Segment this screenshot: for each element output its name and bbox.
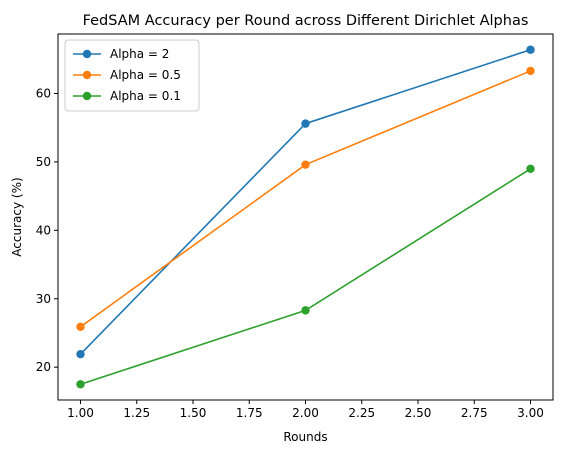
y-tick-label: 50: [36, 155, 51, 169]
series-line-3: [81, 169, 531, 384]
legend-label: Alpha = 2: [110, 47, 169, 61]
x-tick-label: 3.00: [517, 406, 544, 420]
y-tick-label: 60: [36, 87, 51, 101]
legend: Alpha = 2 Alpha = 0.5 Alpha = 0.1: [65, 40, 199, 111]
x-axis-label: Rounds: [283, 430, 327, 444]
legend-marker: [83, 92, 91, 100]
data-point: [526, 165, 534, 173]
legend-marker: [83, 50, 91, 58]
legend-marker: [83, 71, 91, 79]
data-point: [76, 350, 84, 358]
legend-label: Alpha = 0.5: [110, 68, 181, 82]
x-tick-label: 1.00: [67, 406, 94, 420]
x-tick-label: 1.50: [180, 406, 207, 420]
data-point: [301, 119, 309, 127]
data-point: [301, 160, 309, 168]
y-tick-label: 20: [36, 360, 51, 374]
x-tick-label: 2.50: [405, 406, 432, 420]
data-point: [526, 67, 534, 75]
y-tick-label: 30: [36, 292, 51, 306]
x-tick-label: 1.75: [236, 406, 263, 420]
x-tick-label: 2.00: [292, 406, 319, 420]
axis-ticks: 1.00 1.25 1.50 1.75 2.00 2.25 2.50 2.75 3.00 20 30…: [36, 87, 544, 420]
data-point: [76, 323, 84, 331]
data-point: [76, 380, 84, 388]
chart-title: FedSAM Accuracy per Round across Differe…: [83, 13, 529, 29]
data-point: [526, 46, 534, 54]
x-tick-label: 2.75: [461, 406, 488, 420]
y-axis-label: Accuracy (%): [10, 177, 24, 256]
data-point: [301, 306, 309, 314]
x-tick-label: 2.25: [348, 406, 375, 420]
x-tick-label: 1.25: [123, 406, 150, 420]
y-tick-label: 40: [36, 223, 51, 237]
legend-label: Alpha = 0.1: [110, 89, 181, 103]
